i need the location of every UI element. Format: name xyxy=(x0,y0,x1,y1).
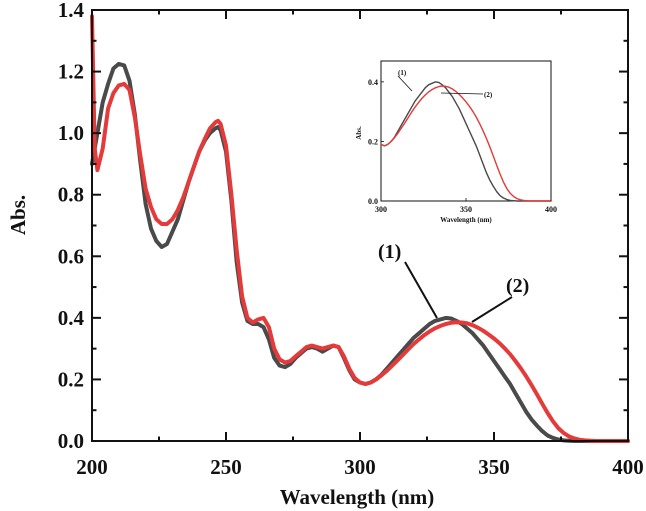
series-line-2 xyxy=(90,14,630,443)
inset-y-axis-title: Abs. xyxy=(355,126,363,140)
y-tick-label: 1.4 xyxy=(58,0,85,22)
annotation-label-2: (2) xyxy=(506,275,529,297)
x-tick-label: 400 xyxy=(612,455,644,479)
x-axis-title: Wavelength (nm) xyxy=(280,485,435,509)
inset-series-line-1 xyxy=(380,81,552,202)
x-tick-label: 250 xyxy=(210,455,242,479)
inset-x-tick-label: 300 xyxy=(375,205,387,214)
inset-y-tick-label: 0.2 xyxy=(368,137,378,146)
inset-y-tick-label: 0.0 xyxy=(368,197,378,206)
main-series-group xyxy=(90,14,630,443)
annotation-leader-2 xyxy=(471,296,513,323)
y-tick-label: 0.0 xyxy=(58,429,84,453)
y-tick-label: 0.4 xyxy=(58,306,85,330)
main-axes: 200 250 300 350 400 0.0 0.2 0.4 0.6 0.8 1.0 1.2 1.4 xyxy=(58,0,644,479)
y-tick-label: 0.8 xyxy=(58,183,84,207)
y-tick-label: 0.2 xyxy=(58,367,84,391)
y-tick-label: 1.0 xyxy=(58,121,84,145)
inset-y-tick-label: 0.4 xyxy=(368,78,378,87)
x-tick-label: 200 xyxy=(76,455,108,479)
y-axis-title: Abs. xyxy=(6,195,30,235)
annotation-group: (1) (2) xyxy=(378,241,529,323)
inset-annotation-leader-2 xyxy=(440,92,484,95)
x-tick-label: 300 xyxy=(344,455,376,479)
annotation-leader-1 xyxy=(404,261,438,319)
inset-x-tick-label: 400 xyxy=(545,205,557,214)
inset-annotation-label-2: (2) xyxy=(484,91,493,99)
y-tick-label: 1.2 xyxy=(58,60,84,84)
x-tick-label: 350 xyxy=(478,455,510,479)
inset-annotation-label-1: (1) xyxy=(398,69,407,77)
inset-x-axis-title: Wavelength (nm) xyxy=(440,216,492,224)
annotation-label-1: (1) xyxy=(378,241,401,263)
inset-frame xyxy=(380,60,552,202)
inset-annotation-leader-1 xyxy=(397,75,413,92)
inset-chart: 300 350 400 0.0 0.2 0.4 (1) (2) Wavelength (n… xyxy=(355,60,557,224)
inset-series-line-2 xyxy=(380,85,552,202)
inset-series-group xyxy=(380,81,552,202)
y-tick-label: 0.6 xyxy=(58,244,84,268)
inset-x-tick-label: 350 xyxy=(460,205,472,214)
inset-axes: 300 350 400 0.0 0.2 0.4 xyxy=(368,78,557,214)
